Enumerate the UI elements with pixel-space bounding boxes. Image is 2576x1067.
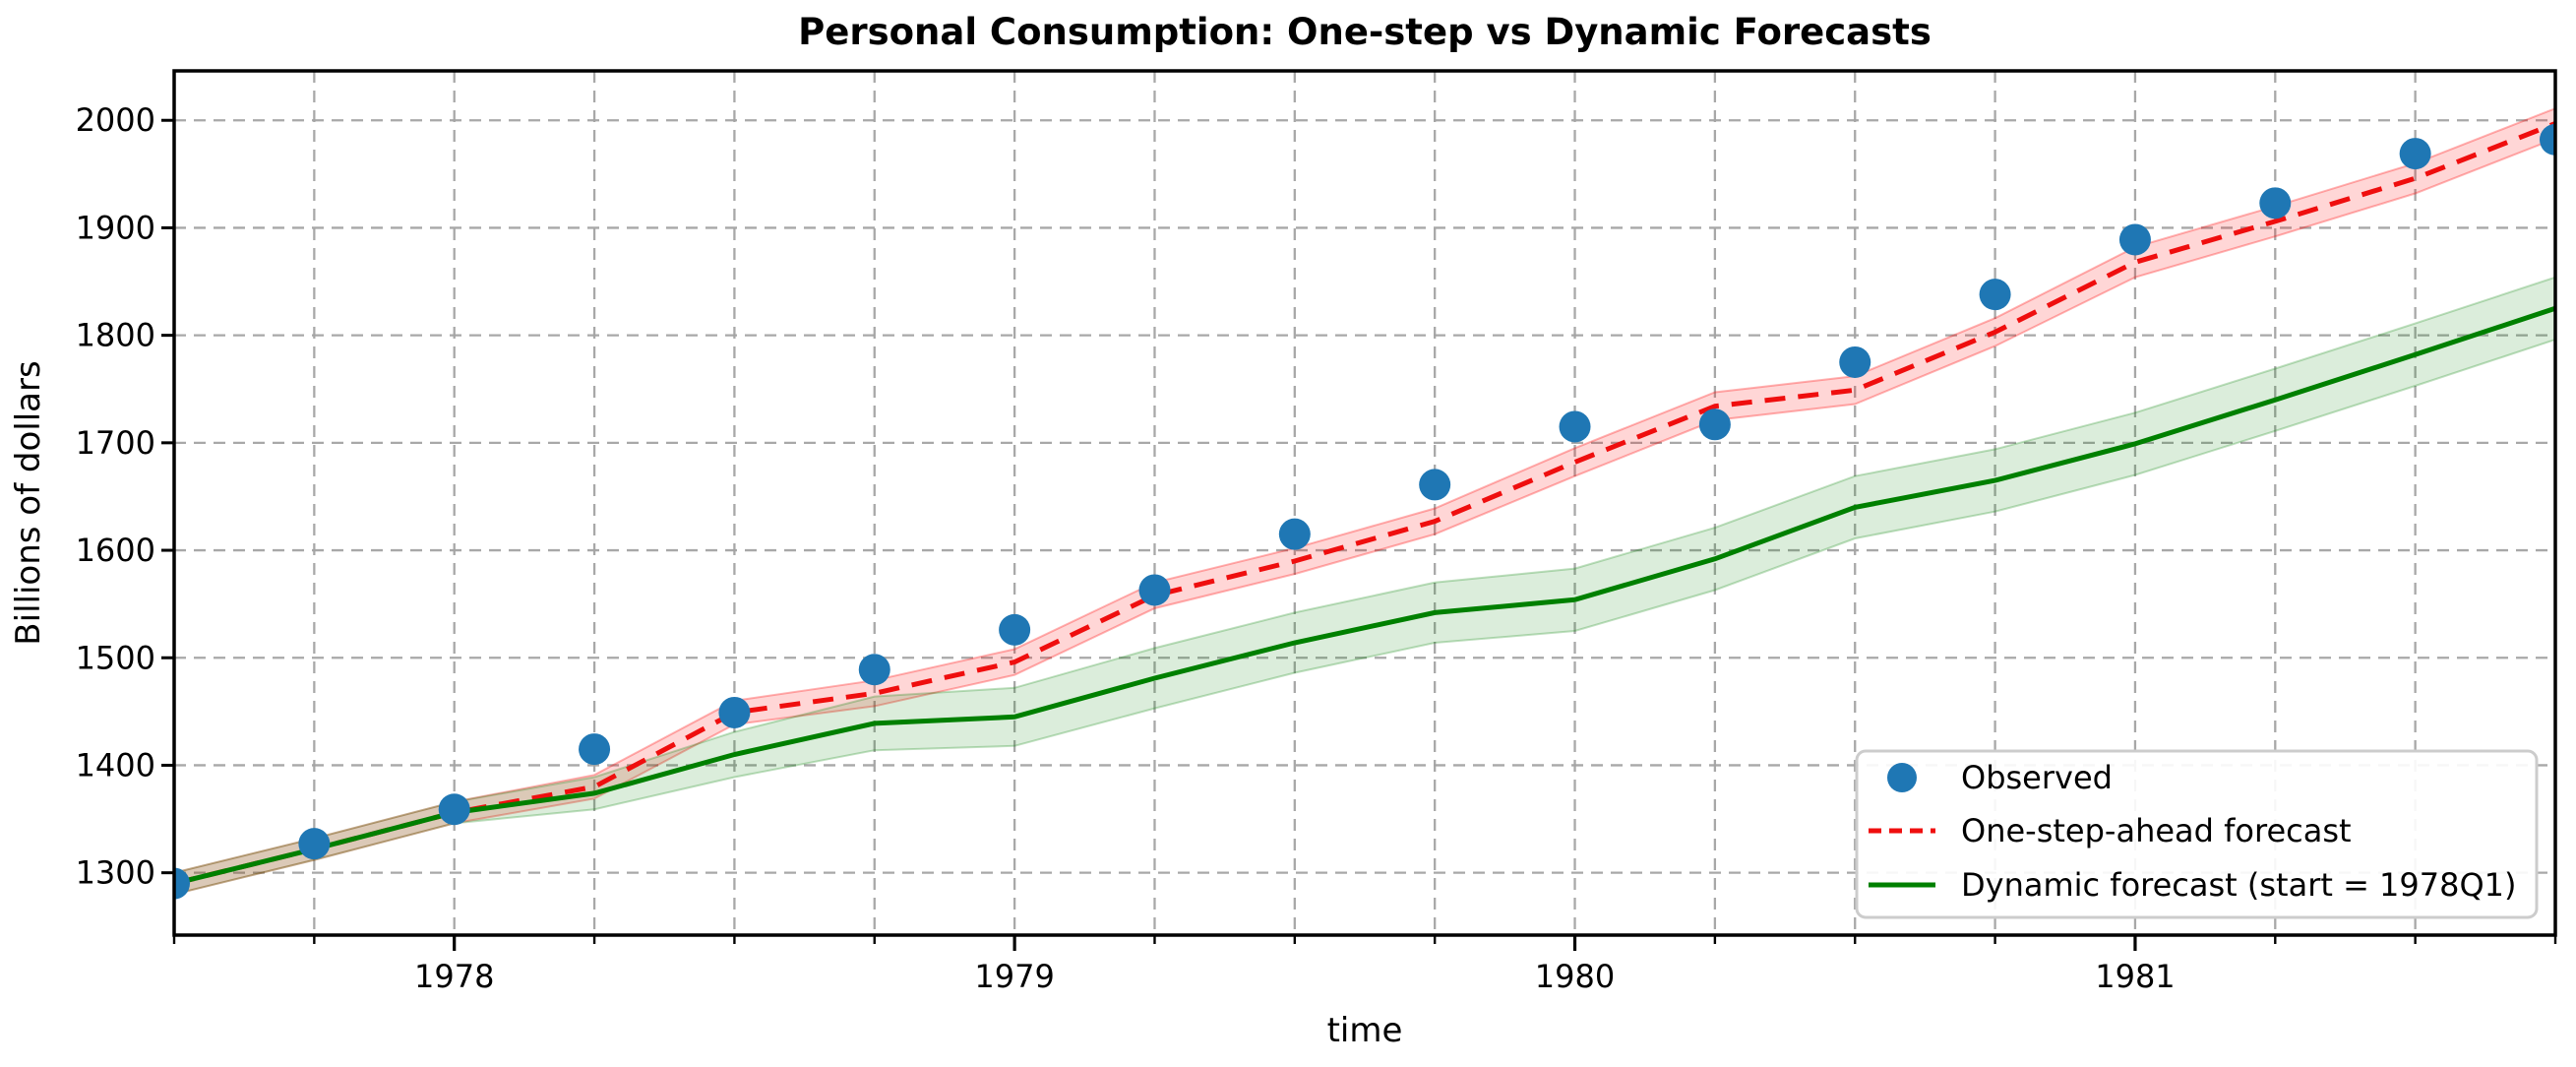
observed-point	[2399, 138, 2431, 170]
observed-point	[858, 654, 890, 686]
observed-point	[2540, 123, 2555, 156]
observed-point	[1839, 345, 1871, 378]
chart-title: Personal Consumption: One-step vs Dynami…	[798, 11, 1932, 53]
observed-point	[718, 696, 751, 728]
x-tick-label: 1979	[974, 958, 1054, 995]
dynamic-confidence-band	[174, 276, 2555, 896]
x-tick-label: 1978	[414, 958, 494, 995]
x-tick-label: 1980	[1535, 958, 1615, 995]
observed-point	[1138, 574, 1171, 606]
legend: Observed One-step-ahead forecast Dynamic…	[1855, 749, 2539, 919]
y-tick-labels: 1300 1400 1500 1600 1700 1800 1900 2000	[76, 101, 155, 891]
y-tick-label: 2000	[76, 101, 155, 139]
blue-dot-marker-icon	[1887, 763, 1917, 792]
y-tick-label: 1800	[76, 317, 155, 354]
observed-point	[2259, 187, 2292, 220]
observed-point	[1278, 518, 1311, 550]
y-tick-label: 1600	[76, 532, 155, 569]
observed-point	[2118, 223, 2151, 256]
plot-frame	[172, 69, 2557, 937]
legend-label-observed: Observed	[1961, 759, 2113, 796]
dynamic-forecast-line	[174, 305, 2555, 887]
y-tick-label: 1300	[76, 854, 155, 892]
y-tick-label: 1400	[76, 746, 155, 784]
legend-label-dynamic: Dynamic forecast (start = 1978Q1)	[1961, 866, 2517, 904]
one-step-forecast-line	[174, 121, 2555, 887]
observed-point	[579, 733, 611, 766]
observed-points	[174, 123, 2555, 900]
observed-point	[1559, 410, 1591, 443]
observed-point	[438, 793, 470, 826]
y-axis-label: Billions of dollars	[9, 360, 48, 645]
observed-point	[1698, 408, 1731, 441]
observed-point	[1419, 469, 1451, 501]
y-tick-label: 1700	[76, 424, 155, 462]
observed-point	[298, 828, 331, 860]
legend-label-one-step: One-step-ahead forecast	[1961, 812, 2352, 849]
plot-content	[174, 107, 2555, 900]
observed-point	[999, 613, 1031, 646]
one-step-confidence-band	[174, 107, 2555, 896]
x-axis-label: time	[1327, 1011, 1403, 1050]
y-tick-label: 1900	[76, 209, 155, 246]
observed-point	[1979, 279, 2011, 311]
x-tick-labels: 1978 1979 1980 1981	[414, 958, 2176, 995]
x-tick-label: 1981	[2095, 958, 2175, 995]
y-tick-label: 1500	[76, 639, 155, 676]
observed-point	[174, 867, 190, 900]
legend-box	[1855, 749, 2539, 919]
